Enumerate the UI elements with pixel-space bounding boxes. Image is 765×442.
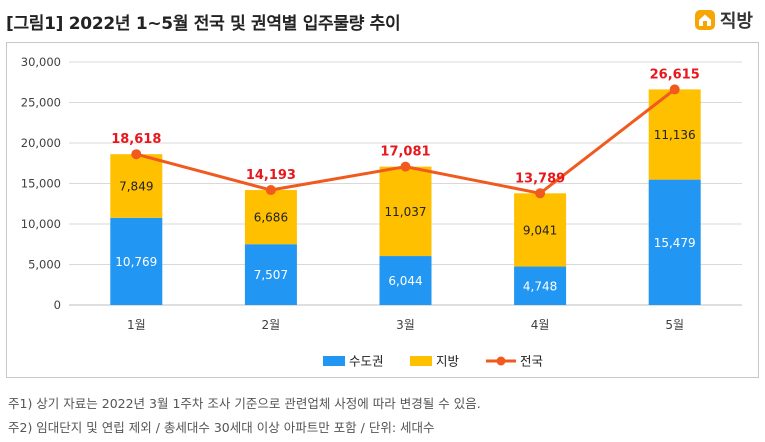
x-tick-label: 3월 <box>396 318 415 332</box>
bar-value-label: 9,041 <box>523 223 557 237</box>
bar-value-label: 7,849 <box>119 179 153 193</box>
footnotes: 주1) 상기 자료는 2022년 3월 1주차 조사 기준으로 관련업체 사정에… <box>8 392 481 440</box>
legend-label: 수도권 <box>349 354 384 369</box>
chart-title: [그림1] 2022년 1~5월 전국 및 권역별 입주물량 추이 <box>6 14 401 34</box>
total-point <box>131 149 142 160</box>
legend-label: 지방 <box>436 354 460 369</box>
y-tick-label: 25,000 <box>21 96 61 110</box>
x-axis: 1월 2월 3월 4월 5월 <box>127 318 684 332</box>
total-value-label: 26,615 <box>650 67 700 82</box>
bar-sudogwon <box>514 266 567 305</box>
total-point <box>400 161 411 172</box>
bar-value-label: 10,769 <box>115 255 157 269</box>
legend-swatch <box>323 356 345 366</box>
total-value-label: 14,193 <box>246 168 296 183</box>
legend-item: 전국 <box>486 354 543 369</box>
bar-series <box>110 89 701 305</box>
bar-value-label: 7,507 <box>254 268 288 282</box>
total-point <box>265 185 276 196</box>
bar-value-label: 6,686 <box>254 211 288 225</box>
total-point <box>535 188 546 199</box>
legend-item: 수도권 <box>323 354 384 369</box>
x-tick-label: 1월 <box>127 318 146 332</box>
line-series: 18,618 14,193 17,081 13,789 26,615 <box>111 67 700 199</box>
bar-jibang <box>244 190 297 245</box>
y-tick-label: 10,000 <box>21 217 61 231</box>
legend: 수도권 지방 전국 <box>323 354 543 369</box>
bar-jibang <box>379 166 432 257</box>
legend-swatch <box>410 356 432 366</box>
bar-sudogwon <box>110 217 163 305</box>
house-logo-icon <box>694 10 715 30</box>
y-tick-label: 0 <box>54 298 61 312</box>
bar-value-label: 11,136 <box>654 128 696 142</box>
bar-value-label: 4,748 <box>523 279 557 293</box>
footnote-2: 주2) 임대단지 및 연립 제외 / 총세대수 30세대 이상 아파트만 포함 … <box>8 420 435 435</box>
x-tick-label: 2월 <box>262 318 281 332</box>
y-tick-label: 30,000 <box>21 55 61 69</box>
brand-logo: 직방 <box>694 7 753 33</box>
total-point <box>669 84 680 95</box>
x-tick-label: 5월 <box>665 318 684 332</box>
y-tick-label: 20,000 <box>21 136 61 150</box>
bar-value-label: 11,037 <box>385 205 427 219</box>
legend-marker <box>496 356 506 366</box>
bar-value-label: 15,479 <box>654 236 696 250</box>
bar-jibang <box>110 154 163 218</box>
legend-item: 지방 <box>410 354 460 369</box>
bar-sudogwon <box>648 179 701 305</box>
bar-jibang <box>514 193 567 267</box>
bar-sudogwon <box>379 256 432 305</box>
total-value-label: 18,618 <box>111 132 161 147</box>
legend-label: 전국 <box>520 354 543 369</box>
stacked-bar-line-chart: 0 5,000 10,000 15,000 20,000 25,000 30,000 10,… <box>21 55 742 369</box>
footnote-1: 주1) 상기 자료는 2022년 3월 1주차 조사 기준으로 관련업체 사정에… <box>8 396 481 411</box>
bar-data-labels: 10,769 7,849 7,507 6,686 6,044 11,037 4,748 9,0… <box>115 128 695 293</box>
x-tick-label: 4월 <box>531 318 550 332</box>
total-value-label: 17,081 <box>380 145 430 160</box>
y-axis: 0 5,000 10,000 15,000 20,000 25,000 30,000 <box>21 55 61 312</box>
bar-sudogwon <box>244 244 297 305</box>
brand-name: 직방 <box>719 11 753 32</box>
y-tick-label: 15,000 <box>21 177 61 191</box>
chart-container: 0 5,000 10,000 15,000 20,000 25,000 30,000 10,… <box>6 42 759 378</box>
total-value-label: 13,789 <box>515 171 565 186</box>
y-tick-label: 5,000 <box>28 258 61 272</box>
bar-value-label: 6,044 <box>388 274 422 288</box>
